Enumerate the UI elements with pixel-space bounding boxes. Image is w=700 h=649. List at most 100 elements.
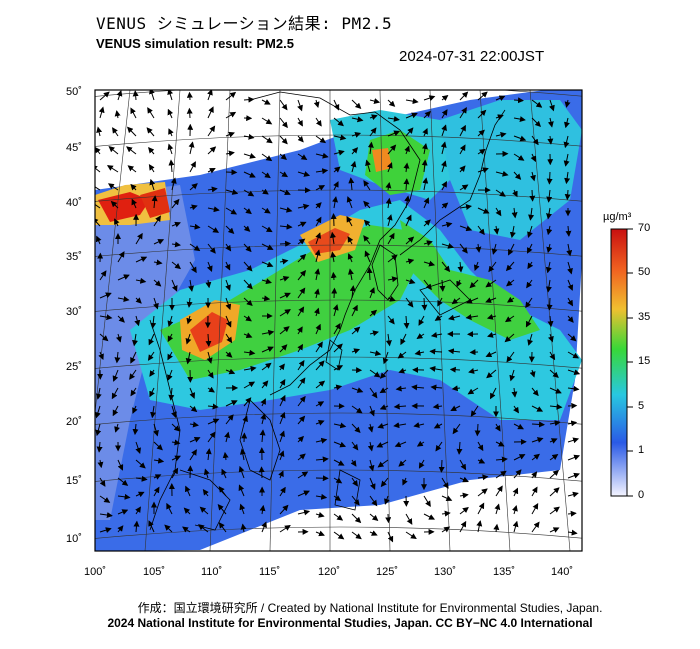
wind-arrow: [505, 261, 515, 272]
wind-arrow: [149, 90, 155, 101]
wind-arrow: [225, 243, 232, 252]
wind-arrow: [243, 153, 256, 159]
wind-arrow: [148, 164, 155, 173]
wind-arrow: [531, 521, 540, 533]
wind-arrow: [470, 405, 479, 417]
wind-arrow: [107, 183, 119, 191]
wind-arrow: [377, 459, 389, 468]
wind-arrow: [365, 159, 371, 173]
wind-arrow: [403, 178, 410, 191]
wind-arrow: [279, 240, 292, 247]
wind-arrow: [127, 165, 137, 173]
wind-arrow: [397, 351, 407, 359]
colorbar: [610, 228, 628, 497]
wind-arrow: [511, 207, 518, 219]
wind-arrow: [430, 384, 443, 391]
wind-arrow: [531, 453, 540, 461]
wind-arrow: [466, 297, 479, 304]
wind-arrow: [369, 330, 379, 337]
wind-arrow: [261, 188, 269, 195]
wind-arrow: [171, 198, 180, 209]
wind-arrow: [171, 439, 181, 446]
wind-arrow: [530, 171, 536, 182]
wind-arrow: [385, 182, 392, 191]
wind-arrow: [495, 440, 505, 447]
wind-arrow: [95, 423, 102, 437]
wind-arrow: [315, 401, 325, 407]
wind-arrow: [513, 153, 525, 161]
wind-arrow: [243, 171, 256, 178]
wind-arrow: [153, 457, 165, 464]
wind-arrow: [404, 195, 411, 209]
wind-arrow: [531, 387, 539, 397]
wind-arrow: [135, 459, 146, 469]
wind-arrow: [531, 437, 544, 443]
wind-arrow: [376, 441, 389, 448]
wind-arrow: [207, 418, 220, 425]
wind-arrow: [243, 315, 252, 322]
wind-arrow: [545, 279, 552, 293]
wind-arrow: [147, 351, 155, 361]
wind-arrow: [567, 261, 573, 275]
wind-arrow: [423, 495, 431, 508]
lat-label-35: 35˚: [66, 251, 82, 263]
wind-arrow: [330, 231, 336, 245]
wind-arrow: [116, 90, 123, 101]
wind-arrow: [369, 387, 378, 399]
wind-arrow: [423, 240, 433, 246]
wind-arrow: [567, 279, 574, 291]
timestamp: 2024-07-31 22:00JST: [399, 48, 545, 65]
wind-arrow: [153, 215, 161, 227]
wind-arrow: [189, 243, 201, 252]
wind-arrow: [224, 431, 231, 443]
wind-arrow: [369, 350, 382, 357]
lat-label-20: 20˚: [66, 416, 82, 428]
wind-arrow: [333, 149, 345, 156]
colorbar-unit: µg/m³: [603, 211, 632, 223]
wind-arrow: [379, 404, 389, 410]
wind-arrow: [315, 232, 322, 245]
colorbar-ticks: [627, 228, 633, 497]
wind-arrow: [243, 96, 255, 103]
wind-arrow: [117, 315, 125, 323]
wind-arrow: [261, 380, 269, 389]
wind-arrow: [485, 279, 497, 288]
wind-arrow: [441, 181, 447, 191]
wind-arrow: [465, 314, 479, 320]
wind-arrow: [413, 422, 425, 429]
wind-arrow: [405, 513, 413, 525]
wind-arrow: [150, 315, 157, 329]
wind-arrow: [314, 307, 320, 317]
wind-arrow: [153, 441, 163, 451]
wind-arrow: [225, 207, 238, 215]
wind-arrow: [260, 398, 266, 407]
wind-arrow: [99, 495, 111, 503]
wind-arrow: [207, 106, 214, 119]
wind-arrow: [393, 403, 407, 410]
wind-arrow: [279, 504, 289, 515]
wind-arrow: [549, 527, 560, 533]
wind-arrow: [416, 440, 425, 447]
wind-arrow: [297, 343, 304, 353]
wind-arrow: [405, 98, 419, 105]
wind-arrow: [171, 467, 179, 479]
wind-arrow: [452, 423, 461, 435]
wind-arrow: [511, 387, 518, 398]
wind-arrow: [437, 297, 443, 307]
wind-arrow: [115, 333, 122, 343]
wind-arrow: [243, 349, 256, 356]
wind-arrow: [207, 125, 216, 137]
wind-arrow: [98, 106, 105, 119]
wind-arrow: [441, 109, 448, 119]
wind-arrow: [297, 99, 303, 112]
colorbar-tick-15: 15: [638, 355, 651, 367]
wind-arrow: [351, 348, 361, 354]
wind-arrow: [297, 153, 308, 161]
wind-arrow: [95, 235, 102, 245]
wind-arrow: [261, 243, 274, 250]
wind-arrow: [224, 261, 231, 271]
wind-arrow: [185, 351, 192, 365]
wind-arrow: [369, 513, 379, 522]
wind-arrow: [486, 313, 497, 320]
